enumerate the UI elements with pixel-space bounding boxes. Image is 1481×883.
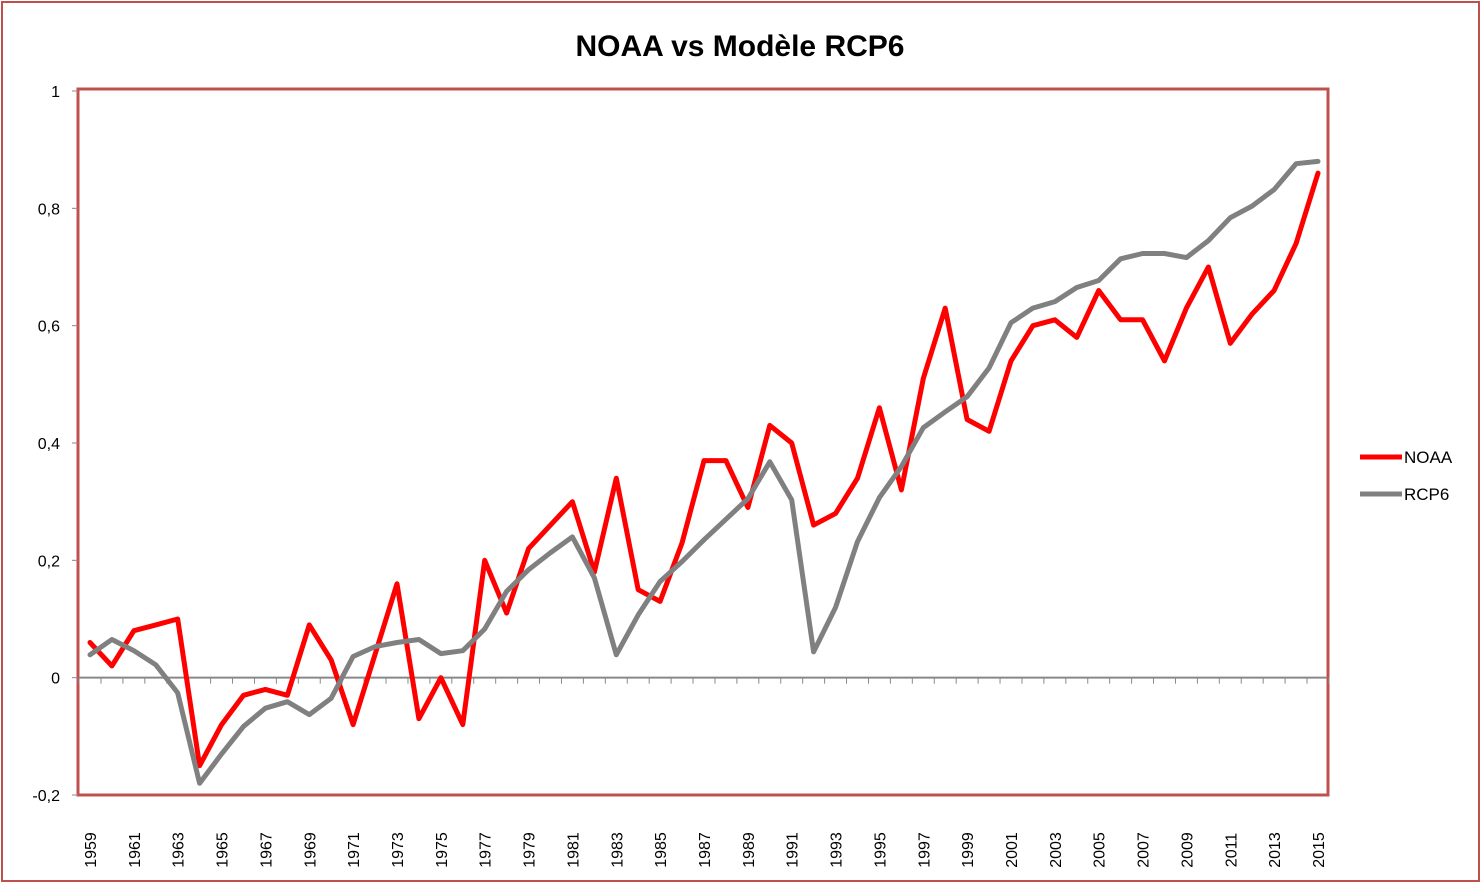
x-tick-label: 2003 <box>1048 832 1065 868</box>
x-tick-label: 1979 <box>522 832 539 868</box>
x-tick-label: 1975 <box>434 832 451 868</box>
y-tick-label: 0 <box>51 671 60 688</box>
chart-title: NOAA vs Modèle RCP6 <box>576 30 905 63</box>
x-tick-label: 1977 <box>478 832 495 868</box>
x-tick-label: 1973 <box>390 832 407 868</box>
series-line-noaa <box>87 170 1321 769</box>
x-tick-label: 2001 <box>1004 832 1021 868</box>
x-tick-label: 1987 <box>697 832 714 868</box>
y-tick-label: -0,2 <box>32 788 60 805</box>
x-tick-label: 1981 <box>565 832 582 868</box>
x-tick-label: 1983 <box>609 832 626 868</box>
x-tick-label: 1985 <box>653 832 670 868</box>
x-tick-label: 1971 <box>346 832 363 868</box>
y-tick-label: 0,4 <box>38 436 60 453</box>
y-tick-label: 0,2 <box>38 553 60 570</box>
y-tick-label: 0,8 <box>38 201 60 218</box>
y-tick-label: 0,6 <box>38 319 60 336</box>
x-tick-label: 1999 <box>960 832 977 868</box>
x-tick-label: 1959 <box>83 832 100 868</box>
x-tick-label: 1995 <box>872 832 889 868</box>
x-tick-label: 1997 <box>916 832 933 868</box>
x-tick-label: 2007 <box>1136 832 1153 868</box>
x-tick-label: 1969 <box>302 832 319 868</box>
x-tick-label: 1991 <box>785 832 802 868</box>
x-tick-label: 2011 <box>1223 833 1240 868</box>
x-tick-label: 1989 <box>741 832 758 868</box>
x-tick-label: 1961 <box>127 832 144 868</box>
x-tick-label: 1993 <box>829 832 846 868</box>
legend-label: NOAA <box>1404 448 1453 467</box>
series-line-rcp6 <box>87 158 1321 786</box>
legend-label: RCP6 <box>1404 485 1449 504</box>
x-tick-label: 1965 <box>215 832 232 868</box>
plot-area <box>76 87 1330 797</box>
x-tick-label: 1963 <box>171 832 188 868</box>
x-tick-label: 2015 <box>1311 832 1328 868</box>
x-tick-label: 1967 <box>258 832 275 868</box>
y-tick-label: 1 <box>51 84 60 101</box>
x-tick-label: 2005 <box>1092 832 1109 868</box>
x-tick-label: 2009 <box>1179 832 1196 868</box>
x-tick-label: 2013 <box>1267 832 1284 868</box>
